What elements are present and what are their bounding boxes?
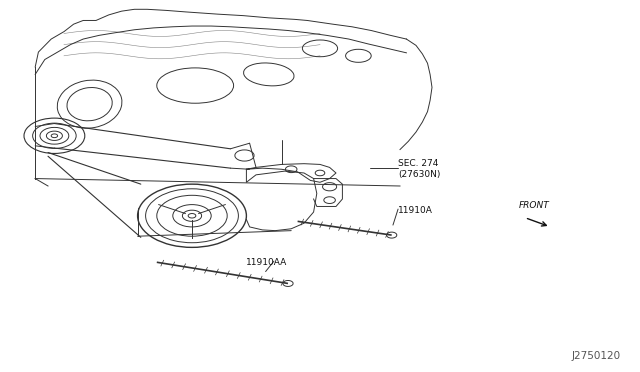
Text: 11910AA: 11910AA [246,258,287,267]
Text: SEC. 274
(27630N): SEC. 274 (27630N) [398,159,440,179]
Text: 11910A: 11910A [398,206,433,215]
Text: J2750120: J2750120 [572,351,621,361]
Text: FRONT: FRONT [519,201,550,210]
